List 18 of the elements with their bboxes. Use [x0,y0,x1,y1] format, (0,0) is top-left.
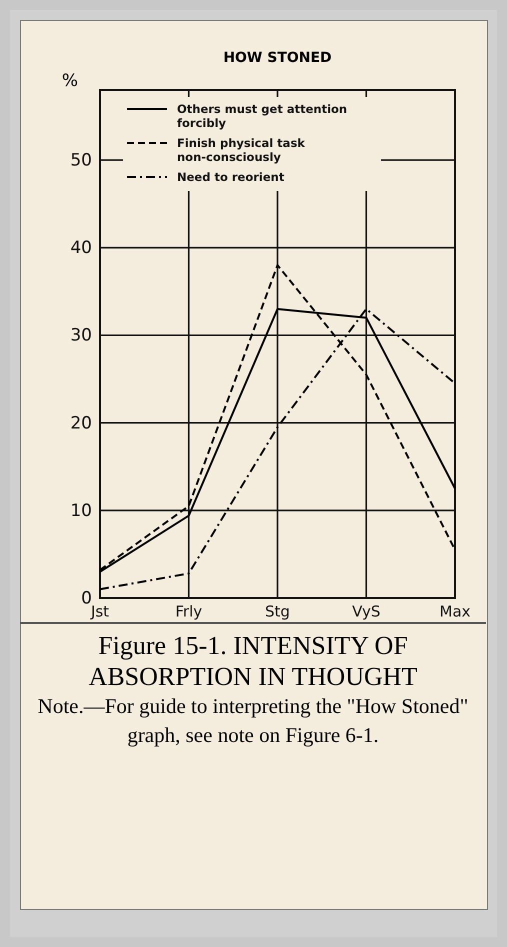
chart-title: HOW STONED [223,50,332,66]
caption: Figure 15-1. INTENSITY OF ABSORPTION IN THOUGHT [88,630,418,692]
x-tick-label: Max [439,602,471,621]
y-tick-label: 40 [70,238,92,258]
legend-label: Need to reorient [177,170,285,184]
x-tick-label: Frly [175,602,202,621]
y-axis-title: % [62,71,78,91]
legend-label: Finish physical task non-consciously [177,136,306,164]
x-tick-label: Jst [90,602,110,621]
legend-label: Others must get attention forcibly [177,102,348,130]
y-tick-label: 20 [70,413,92,434]
x-tick-label: Stg [265,602,290,621]
y-tick-label: 50 [70,150,92,171]
text: Note.—For guide to interpreting the "How Stoned" graph, see note on Figure 6-1. [36,693,470,749]
x-tick-label: VyS [352,602,380,621]
y-tick-label: 0 [81,588,92,608]
y-tick-label: 10 [70,500,92,521]
y-tick-label: 30 [70,326,92,346]
